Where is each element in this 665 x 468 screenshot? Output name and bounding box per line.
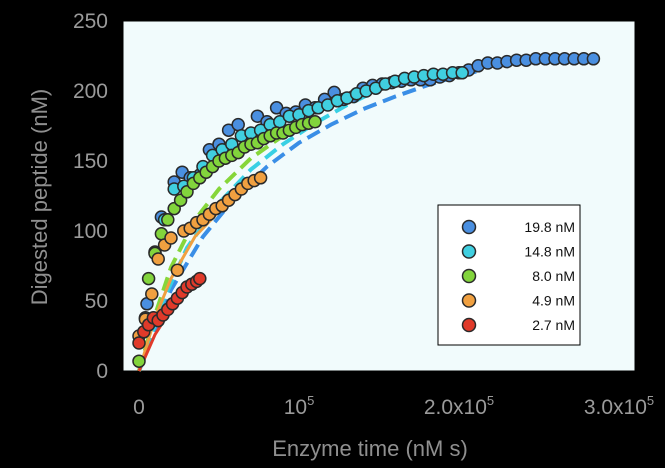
legend-marker [461, 317, 477, 333]
axis-ticks: 0 105 2.0x105 3.0x105 0 50 100 150 200 250 [73, 10, 654, 419]
y-tick-label: 200 [73, 80, 108, 103]
data-point [253, 171, 268, 185]
data-point [132, 336, 146, 350]
data-point [193, 271, 207, 286]
data-point [170, 263, 185, 277]
x-tick-label: 105 [284, 393, 315, 419]
y-tick-label: 150 [73, 150, 108, 173]
legend-label: 4.9 nM [532, 293, 575, 309]
data-point [231, 117, 245, 132]
x-tick-label: 2.0x105 [424, 393, 494, 419]
legend-marker [461, 268, 477, 284]
data-point [151, 252, 165, 266]
legend-marker [461, 244, 477, 259]
data-point [132, 354, 146, 368]
legend-marker [461, 293, 477, 308]
data-point [161, 213, 175, 227]
y-tick-label: 50 [85, 290, 108, 313]
x-tick-label: 0 [133, 396, 145, 419]
legend: 19.8 nM 14.8 nM 8.0 nM 4.9 nM 2.7 nM [437, 204, 581, 346]
x-tick-label: 3.0x105 [584, 393, 654, 419]
y-tick-label: 100 [73, 220, 108, 243]
y-tick-label: 250 [73, 10, 108, 33]
legend-marker [461, 219, 477, 235]
x-axis-title: Enzyme time (nM s) [272, 436, 468, 461]
legend-box [437, 204, 581, 346]
legend-label: 14.8 nM [524, 244, 575, 260]
legend-items: 19.8 nM 14.8 nM 8.0 nM 4.9 nM 2.7 nM [461, 219, 575, 333]
data-point [164, 231, 178, 245]
data-point [586, 52, 601, 66]
legend-label: 2.7 nM [532, 317, 575, 333]
data-point [455, 66, 469, 80]
data-point [141, 271, 156, 286]
data-points [132, 52, 601, 368]
data-point [308, 115, 322, 129]
y-axis-title: Digested peptide (nM) [27, 89, 52, 305]
data-point [145, 287, 159, 301]
legend-label: 8.0 nM [532, 268, 575, 284]
legend-label: 19.8 nM [524, 219, 575, 235]
y-tick-label: 0 [96, 360, 108, 383]
